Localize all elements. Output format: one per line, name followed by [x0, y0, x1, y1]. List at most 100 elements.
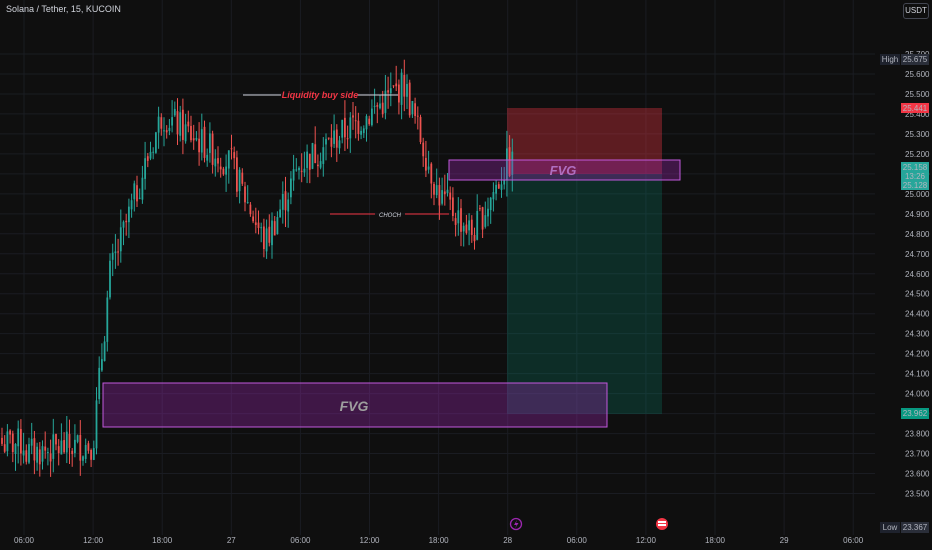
grid-lines	[0, 0, 875, 535]
currency-button[interactable]: USDT	[903, 3, 929, 19]
candle-body	[225, 166, 227, 175]
candle-body	[384, 90, 387, 113]
candle-body	[371, 108, 373, 126]
candle-body	[365, 116, 368, 130]
price-tick-label: 23.600	[905, 470, 930, 479]
price-tick-label: 25.000	[905, 190, 930, 199]
candle-body	[95, 400, 98, 449]
price-tick-label: 24.900	[905, 210, 930, 219]
candle-body	[241, 172, 244, 184]
candlestick-series	[1, 59, 514, 477]
candle-body	[379, 103, 381, 109]
candle-body	[63, 440, 65, 453]
stop-price-tag	[901, 103, 929, 113]
candle-body	[141, 177, 144, 200]
candle-body	[427, 166, 430, 170]
candle-body	[6, 431, 9, 452]
candle-body	[165, 130, 168, 133]
candle-body	[333, 130, 335, 144]
candle-body	[214, 158, 217, 167]
price-tick-label: 24.700	[905, 250, 930, 259]
candle-body	[338, 140, 341, 149]
candle-body	[55, 434, 57, 445]
candle-body	[506, 148, 508, 181]
price-tick-label: 23.500	[905, 490, 930, 499]
price-axis[interactable]: 25.70025.60025.50025.40025.30025.20025.1…	[875, 0, 932, 550]
candle-body	[408, 82, 411, 116]
take-profit-zone[interactable]	[507, 174, 662, 414]
lightning-event-icon[interactable]	[509, 517, 523, 531]
candle-body	[149, 151, 152, 159]
candle-body	[470, 219, 473, 235]
fvg-box-top[interactable]	[448, 159, 681, 181]
candle-body	[368, 118, 371, 125]
candle-body	[449, 192, 452, 200]
candle-body	[349, 117, 352, 139]
candle-body	[425, 157, 427, 171]
candle-body	[452, 197, 454, 216]
candle-body	[128, 206, 130, 223]
candle-body	[65, 431, 68, 453]
candle-body	[352, 115, 354, 118]
candle-body	[87, 443, 90, 451]
low-label: Low	[883, 523, 898, 532]
countdown-value: 13:26	[905, 172, 926, 181]
price-tick-label: 24.200	[905, 350, 930, 359]
candle-body	[176, 111, 179, 135]
candle-body	[122, 221, 125, 228]
candle-body	[511, 151, 514, 176]
candle-body	[222, 168, 225, 175]
candle-body	[52, 434, 55, 459]
candle-body	[184, 124, 187, 142]
candle-body	[236, 157, 238, 192]
candle-body	[330, 137, 333, 147]
stop-loss-zone[interactable]	[507, 108, 662, 174]
time-axis[interactable]: 06:00 12:00 18:00 27 06:00 12:00 18:00 28 06:00 1…	[14, 536, 864, 545]
liquidity-label: Liquidity buy side	[282, 90, 359, 100]
price-tick-label: 24.500	[905, 290, 930, 299]
candle-body	[460, 208, 462, 232]
fvg-top-label: FVG	[550, 163, 577, 178]
price-tick-label: 24.300	[905, 330, 930, 339]
candle-body	[298, 167, 300, 171]
candle-body	[173, 108, 176, 116]
time-tick-label: 28	[503, 536, 512, 545]
candle-body	[254, 222, 257, 225]
high-label: High	[882, 55, 898, 64]
price-tick-label: 23.800	[905, 430, 930, 439]
candle-body	[190, 125, 192, 141]
candle-body	[119, 227, 122, 252]
candle-body	[171, 117, 173, 126]
candle-body	[138, 197, 141, 199]
candle-body	[398, 84, 400, 103]
candle-body	[152, 151, 155, 153]
symbol-title[interactable]: Solana / Tether, 15, KUCOIN	[6, 4, 121, 14]
time-tick-label: 12:00	[83, 536, 104, 545]
candle-body	[314, 144, 317, 164]
candle-body	[346, 138, 349, 140]
candle-body	[84, 444, 87, 459]
candle-body	[249, 204, 252, 215]
time-tick-label: 12:00	[636, 536, 657, 545]
fvg-box-bottom[interactable]	[102, 382, 608, 428]
candle-body	[187, 121, 190, 127]
price-tick-label: 24.400	[905, 310, 930, 319]
candle-body	[206, 154, 209, 161]
flag-event-icon[interactable]	[656, 518, 668, 530]
candle-body	[90, 449, 92, 460]
candle-body	[468, 220, 470, 231]
candle-body	[109, 260, 111, 298]
candle-body	[28, 444, 30, 463]
candle-body	[479, 208, 481, 210]
low-marker: Low 23.367	[880, 522, 929, 533]
candle-body	[446, 189, 449, 194]
candle-body	[341, 119, 344, 138]
candle-body	[133, 183, 136, 200]
candle-body	[49, 453, 52, 462]
candle-body	[246, 202, 249, 204]
candle-body	[395, 83, 398, 87]
candle-body	[400, 72, 403, 105]
price-tick-label: 25.600	[905, 70, 930, 79]
target-price-value: 23.962	[903, 409, 928, 418]
